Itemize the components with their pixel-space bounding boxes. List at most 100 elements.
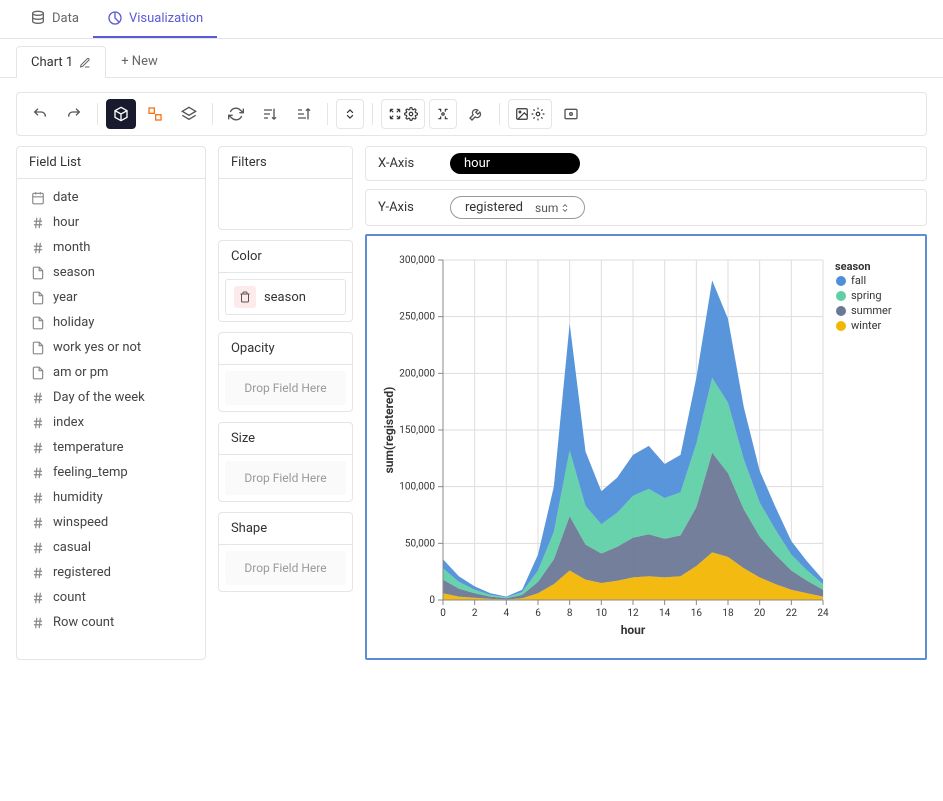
toolbar-divider xyxy=(212,103,213,125)
field-item[interactable]: holiday xyxy=(17,310,205,335)
sort-desc-button[interactable] xyxy=(289,99,319,129)
field-item[interactable]: humidity xyxy=(17,485,205,510)
size-dropzone[interactable]: Drop Field Here xyxy=(225,461,346,495)
field-item[interactable]: casual xyxy=(17,535,205,560)
field-item[interactable]: Row count xyxy=(17,610,205,635)
field-item[interactable]: month xyxy=(17,235,205,260)
layers-icon xyxy=(181,106,197,122)
field-item[interactable]: registered xyxy=(17,560,205,585)
field-item[interactable]: work yes or not xyxy=(17,335,205,360)
chart-tab-new[interactable]: + New xyxy=(106,45,173,77)
svg-text:8: 8 xyxy=(567,608,573,619)
text-icon xyxy=(31,316,45,330)
text-icon xyxy=(31,291,45,305)
svg-text:6: 6 xyxy=(535,608,541,619)
undo-button[interactable] xyxy=(25,99,55,129)
y-axis-field: registered xyxy=(465,200,523,215)
image-settings-button[interactable] xyxy=(508,99,552,129)
tab-data[interactable]: Data xyxy=(16,0,93,38)
remove-color-button[interactable] xyxy=(234,286,256,308)
redo-icon xyxy=(66,106,82,122)
shape-header: Shape xyxy=(219,513,352,545)
opacity-header: Opacity xyxy=(219,333,352,365)
wrench-icon xyxy=(468,106,484,122)
svg-text:300,000: 300,000 xyxy=(399,255,435,266)
field-item[interactable]: date xyxy=(17,185,205,210)
locate-button[interactable] xyxy=(429,99,457,129)
expand-settings-button[interactable] xyxy=(381,99,425,129)
tab-visualization[interactable]: Visualization xyxy=(93,0,217,38)
field-name: registered xyxy=(53,565,111,580)
text-icon xyxy=(31,266,45,280)
edit-icon[interactable] xyxy=(79,57,91,69)
color-section: Color season xyxy=(218,240,353,322)
chart-area: X-Axis hour Y-Axis registered sum 024681… xyxy=(365,146,927,660)
svg-text:winter: winter xyxy=(851,319,881,332)
field-item[interactable]: count xyxy=(17,585,205,610)
wrench-button[interactable] xyxy=(461,99,491,129)
toolbar-divider xyxy=(327,103,328,125)
field-item[interactable]: index xyxy=(17,410,205,435)
field-name: month xyxy=(53,240,90,255)
code-button[interactable] xyxy=(556,99,586,129)
field-item[interactable]: year xyxy=(17,285,205,310)
number-icon xyxy=(31,441,45,455)
svg-text:150,000: 150,000 xyxy=(399,425,435,436)
refresh-button[interactable] xyxy=(221,99,251,129)
number-icon xyxy=(31,491,45,505)
y-axis-label: Y-Axis xyxy=(378,200,438,215)
shape-dropzone[interactable]: Drop Field Here xyxy=(225,551,346,585)
field-name: am or pm xyxy=(53,365,108,380)
sort-asc-button[interactable] xyxy=(255,99,285,129)
gear-icon xyxy=(404,107,418,121)
redo-button[interactable] xyxy=(59,99,89,129)
field-name: work yes or not xyxy=(53,340,141,355)
field-item[interactable]: am or pm xyxy=(17,360,205,385)
toolbar xyxy=(16,92,927,136)
color-field-pill[interactable]: season xyxy=(225,279,346,315)
y-axis-row: Y-Axis registered sum xyxy=(365,189,927,226)
field-item[interactable]: Day of the week xyxy=(17,385,205,410)
svg-text:100,000: 100,000 xyxy=(399,482,435,493)
field-item[interactable]: temperature xyxy=(17,435,205,460)
field-item[interactable]: feeling_temp xyxy=(17,460,205,485)
expand-icon xyxy=(388,107,402,121)
svg-text:16: 16 xyxy=(691,608,703,619)
number-icon xyxy=(31,566,45,580)
text-icon xyxy=(31,366,45,380)
svg-text:0: 0 xyxy=(429,595,435,606)
tab-data-label: Data xyxy=(52,11,79,26)
layers-button[interactable] xyxy=(174,99,204,129)
svg-text:200,000: 200,000 xyxy=(399,368,435,379)
x-axis-field: hour xyxy=(464,156,490,171)
field-list-body: date hour month seasonyearholiday work yes o… xyxy=(17,179,205,641)
sort-asc-icon xyxy=(262,106,278,122)
shape-button[interactable] xyxy=(140,99,170,129)
number-icon xyxy=(31,616,45,630)
cube-button[interactable] xyxy=(106,99,136,129)
svg-text:spring: spring xyxy=(851,289,882,302)
crosshair-icon xyxy=(436,107,450,121)
field-item[interactable]: hour xyxy=(17,210,205,235)
opacity-dropzone[interactable]: Drop Field Here xyxy=(225,371,346,405)
field-item[interactable]: season xyxy=(17,260,205,285)
svg-text:season: season xyxy=(835,260,871,273)
svg-text:50,000: 50,000 xyxy=(405,538,435,549)
database-icon xyxy=(30,10,46,26)
y-axis-field-pill[interactable]: registered sum xyxy=(450,196,585,219)
chart-frame[interactable]: 024681012141618202224050,000100,000150,0… xyxy=(365,234,927,660)
undo-icon xyxy=(32,106,48,122)
field-name: date xyxy=(53,190,79,205)
toolbar-divider xyxy=(499,103,500,125)
chart-tab-1[interactable]: Chart 1 xyxy=(16,46,106,78)
filters-dropzone[interactable] xyxy=(219,179,352,229)
svg-text:4: 4 xyxy=(504,608,510,619)
number-icon xyxy=(31,391,45,405)
x-axis-field-pill[interactable]: hour xyxy=(450,153,580,174)
sort-desc-icon xyxy=(296,106,312,122)
svg-text:24: 24 xyxy=(817,608,829,619)
field-list-panel: Field List datehourmonthseasonyearholida… xyxy=(16,146,206,660)
field-item[interactable]: winspeed xyxy=(17,510,205,535)
transpose-button[interactable] xyxy=(336,99,364,129)
y-axis-agg[interactable]: sum xyxy=(535,201,570,215)
